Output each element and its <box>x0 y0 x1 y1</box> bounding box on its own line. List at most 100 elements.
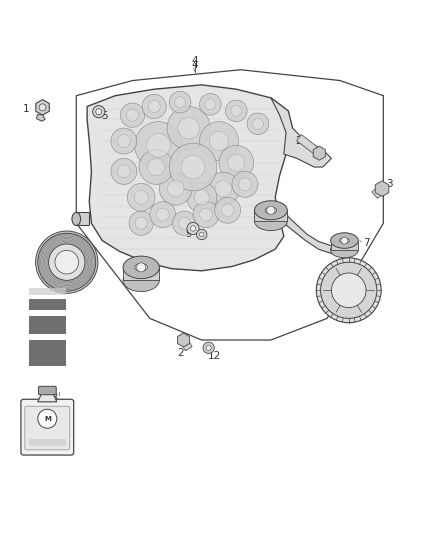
Polygon shape <box>87 85 293 271</box>
Ellipse shape <box>123 269 159 292</box>
Circle shape <box>191 225 196 231</box>
Circle shape <box>332 273 366 308</box>
Circle shape <box>205 99 216 110</box>
Circle shape <box>117 165 131 178</box>
Circle shape <box>267 206 275 214</box>
Circle shape <box>231 106 242 116</box>
Circle shape <box>187 222 199 235</box>
Text: 11: 11 <box>50 262 64 271</box>
Circle shape <box>134 122 182 169</box>
Circle shape <box>172 211 197 236</box>
Polygon shape <box>372 185 385 198</box>
Text: 9: 9 <box>185 229 192 239</box>
Circle shape <box>159 172 192 205</box>
Circle shape <box>137 263 146 272</box>
Circle shape <box>169 91 191 113</box>
Text: 10: 10 <box>124 269 137 279</box>
Circle shape <box>181 155 205 179</box>
Circle shape <box>321 262 377 318</box>
Polygon shape <box>76 213 89 225</box>
Circle shape <box>150 201 176 228</box>
Circle shape <box>127 109 138 121</box>
Circle shape <box>194 190 209 205</box>
Text: 2: 2 <box>177 348 184 358</box>
Text: 4: 4 <box>192 56 198 66</box>
FancyBboxPatch shape <box>29 288 66 295</box>
Circle shape <box>207 172 240 205</box>
Circle shape <box>215 197 240 223</box>
Circle shape <box>316 258 381 322</box>
Circle shape <box>226 100 247 122</box>
Polygon shape <box>279 204 346 254</box>
Circle shape <box>38 233 96 291</box>
FancyBboxPatch shape <box>39 386 56 395</box>
Text: 8: 8 <box>341 289 348 300</box>
Polygon shape <box>36 115 45 121</box>
Circle shape <box>111 128 137 154</box>
Polygon shape <box>38 393 57 402</box>
Circle shape <box>127 183 155 211</box>
Text: 6: 6 <box>274 209 281 220</box>
Circle shape <box>117 135 131 148</box>
FancyBboxPatch shape <box>29 316 66 334</box>
Text: 3: 3 <box>386 179 393 189</box>
Circle shape <box>120 103 145 127</box>
Circle shape <box>193 201 219 228</box>
Circle shape <box>203 342 214 353</box>
Circle shape <box>49 244 85 280</box>
Circle shape <box>215 181 232 197</box>
Circle shape <box>232 172 258 197</box>
Circle shape <box>39 104 46 111</box>
Circle shape <box>35 231 98 293</box>
Circle shape <box>134 190 148 204</box>
Circle shape <box>175 97 185 108</box>
Circle shape <box>129 211 153 236</box>
Polygon shape <box>254 211 287 221</box>
Ellipse shape <box>254 201 287 220</box>
Text: M: M <box>44 416 51 422</box>
Circle shape <box>206 345 211 350</box>
Circle shape <box>156 208 169 221</box>
Polygon shape <box>375 181 389 197</box>
Circle shape <box>147 134 170 157</box>
Circle shape <box>209 131 229 151</box>
FancyBboxPatch shape <box>29 340 66 366</box>
Text: 4: 4 <box>192 60 198 70</box>
Circle shape <box>38 409 57 428</box>
Circle shape <box>168 181 184 197</box>
Ellipse shape <box>254 212 287 231</box>
Circle shape <box>96 109 102 115</box>
FancyBboxPatch shape <box>25 406 70 450</box>
Polygon shape <box>313 146 325 160</box>
Polygon shape <box>271 98 332 167</box>
Text: 5: 5 <box>101 111 108 121</box>
Ellipse shape <box>331 243 358 258</box>
Text: 13: 13 <box>46 393 59 403</box>
Circle shape <box>200 208 212 221</box>
Circle shape <box>253 118 263 129</box>
Polygon shape <box>180 338 192 351</box>
FancyBboxPatch shape <box>21 399 74 455</box>
Circle shape <box>169 143 217 191</box>
Text: 2: 2 <box>296 136 302 146</box>
Circle shape <box>247 113 269 135</box>
Circle shape <box>200 93 221 115</box>
Text: 1: 1 <box>23 103 30 114</box>
Circle shape <box>55 251 78 274</box>
Polygon shape <box>331 240 358 250</box>
FancyBboxPatch shape <box>29 440 66 446</box>
Circle shape <box>341 237 348 244</box>
Circle shape <box>178 117 200 139</box>
Circle shape <box>135 217 147 229</box>
Ellipse shape <box>135 263 148 271</box>
Circle shape <box>200 122 238 160</box>
Ellipse shape <box>123 256 159 279</box>
Polygon shape <box>297 134 321 156</box>
Circle shape <box>167 107 210 150</box>
Circle shape <box>139 150 173 184</box>
Ellipse shape <box>331 233 358 248</box>
Circle shape <box>187 182 217 213</box>
Ellipse shape <box>72 213 81 225</box>
Circle shape <box>197 229 207 240</box>
Circle shape <box>148 158 165 176</box>
